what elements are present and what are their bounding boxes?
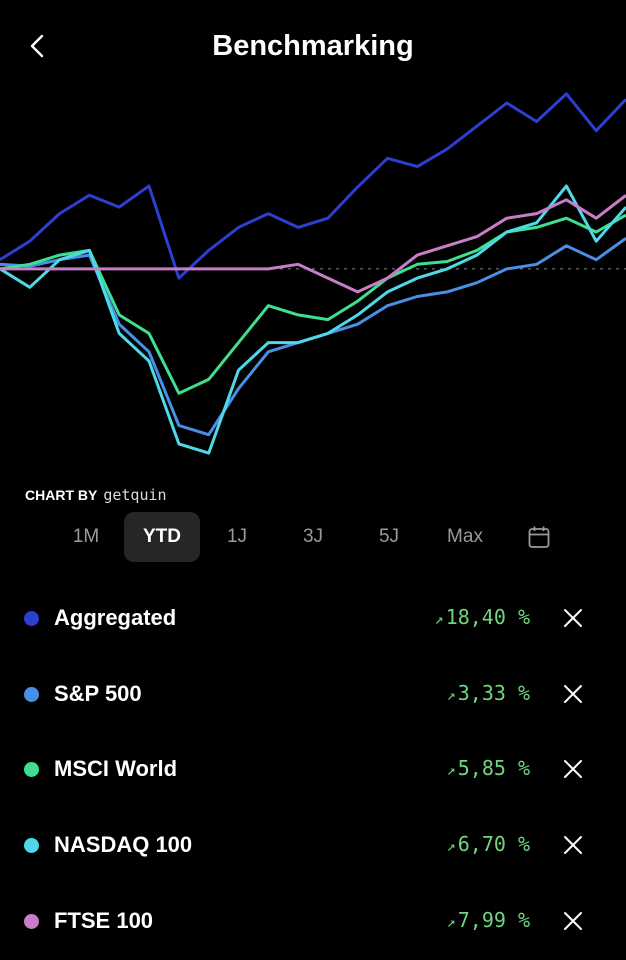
performance-unit: % <box>517 832 530 857</box>
remove-benchmark-icon[interactable] <box>562 607 584 629</box>
benchmark-performance: ↗ 6,70 % <box>447 832 530 856</box>
remove-benchmark-icon[interactable] <box>562 834 584 856</box>
range-max[interactable]: Max <box>447 526 483 547</box>
series-color-dot <box>24 762 39 778</box>
series-line-aggregated <box>0 92 626 280</box>
header: Benchmarking <box>0 0 626 96</box>
performance-unit: % <box>517 756 530 781</box>
series-color-dot <box>24 611 39 626</box>
benchmark-name: MSCI World <box>54 756 178 782</box>
benchmark-chart[interactable] <box>0 80 626 490</box>
trend-up-icon: ↗ <box>446 761 456 780</box>
performance-value: 7,99 <box>457 907 506 932</box>
series-color-dot <box>24 686 39 702</box>
time-range-selector: 1M YTD 1J 3J 5J Max <box>0 512 626 562</box>
chevron-left-icon[interactable] <box>24 32 52 60</box>
performance-unit: % <box>517 907 530 932</box>
series-color-dot <box>24 838 39 854</box>
chart-by-brand: getquin <box>103 486 167 504</box>
page-title: Benchmarking <box>212 30 414 62</box>
benchmark-performance: ↗ 7,99 % <box>447 908 530 932</box>
series-line-msci-world <box>0 213 626 395</box>
benchmark-row[interactable]: NASDAQ 100 ↗ 6,70 % <box>0 820 626 870</box>
calendar-icon[interactable] <box>527 525 551 549</box>
series-color-dot <box>24 913 39 929</box>
series-line-nasdaq-100 <box>0 184 626 455</box>
remove-benchmark-icon[interactable] <box>562 910 584 932</box>
trend-up-icon: ↗ <box>434 610 444 628</box>
benchmark-performance: ↗ 18,40 % <box>435 605 530 629</box>
trend-up-icon: ↗ <box>446 837 456 856</box>
benchmark-name: S&P 500 <box>54 680 142 706</box>
range-1m[interactable]: 1M <box>72 526 100 547</box>
benchmark-row[interactable]: MSCI World ↗ 5,85 % <box>0 744 626 794</box>
trend-up-icon: ↗ <box>446 912 456 931</box>
performance-value: 5,85 <box>457 756 506 781</box>
performance-value: 18,40 <box>445 605 506 629</box>
series-line-ftse-100 <box>0 194 626 294</box>
range-3j[interactable]: 3J <box>302 526 324 547</box>
benchmark-name: Aggregated <box>54 605 177 630</box>
remove-benchmark-icon[interactable] <box>562 683 584 705</box>
remove-benchmark-icon[interactable] <box>562 758 584 780</box>
benchmark-row[interactable]: FTSE 100 ↗ 7,99 % <box>0 896 626 946</box>
benchmark-name: FTSE 100 <box>54 907 154 933</box>
benchmark-row[interactable]: Aggregated ↗ 18,40 % <box>0 593 626 643</box>
benchmark-name: NASDAQ 100 <box>54 832 193 858</box>
chart-attribution: CHART BY getquin <box>25 486 167 504</box>
benchmark-performance: ↗ 5,85 % <box>447 756 530 780</box>
benchmark-performance: ↗ 3,33 % <box>447 681 530 705</box>
performance-unit: % <box>517 680 530 705</box>
performance-unit: % <box>517 605 530 629</box>
performance-value: 3,33 <box>457 680 506 705</box>
range-5j[interactable]: 5J <box>378 526 400 547</box>
range-1j[interactable]: 1J <box>226 526 248 547</box>
performance-value: 6,70 <box>457 832 506 857</box>
range-ytd[interactable]: YTD <box>124 512 200 562</box>
trend-up-icon: ↗ <box>446 685 456 704</box>
benchmark-row[interactable]: S&P 500 ↗ 3,33 % <box>0 669 626 719</box>
chart-by-label: CHART BY <box>25 487 98 503</box>
